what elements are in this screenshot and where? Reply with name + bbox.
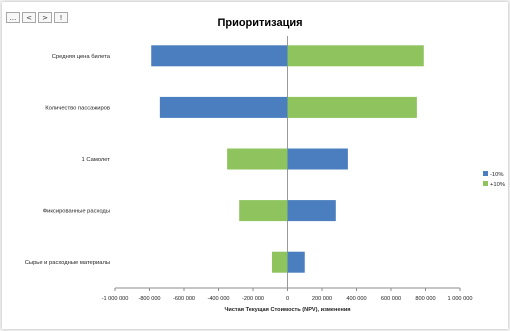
x-tick-label: 1 000 000 bbox=[448, 296, 473, 302]
legend-label-1: +10% bbox=[490, 182, 505, 188]
bar-minus-3 bbox=[287, 200, 336, 222]
x-tick-label: -200 000 bbox=[242, 296, 264, 302]
bar-minus-1 bbox=[159, 96, 288, 118]
chart-toolbar: ... < >! bbox=[6, 12, 68, 23]
bar-minus-2 bbox=[287, 148, 348, 170]
bar-plus-3 bbox=[239, 200, 288, 222]
bar-plus-0 bbox=[287, 45, 424, 67]
chart-title: Приоритизация bbox=[217, 17, 302, 29]
x-tick-label: -1 000 000 bbox=[102, 296, 129, 302]
category-label: Сырье и расходные материалы bbox=[25, 260, 110, 266]
bar-plus-1 bbox=[287, 96, 417, 118]
category-label: Фиксированные расходы bbox=[43, 209, 110, 215]
x-tick-label: 0 bbox=[286, 296, 289, 302]
next-button[interactable]: > bbox=[38, 12, 52, 23]
x-tick-label: 800 000 bbox=[415, 296, 435, 302]
category-label: Количество пассажиров bbox=[45, 105, 110, 111]
prev-button[interactable]: < bbox=[22, 12, 36, 23]
bar-plus-4 bbox=[271, 251, 288, 273]
x-tick-label: -600 000 bbox=[173, 296, 195, 302]
x-tick-label: 600 000 bbox=[381, 296, 401, 302]
x-axis-label: Чистая Текущая Стоимость (NPV), изменени… bbox=[224, 307, 350, 313]
legend-swatch-0 bbox=[483, 171, 488, 176]
x-tick-label: 400 000 bbox=[346, 296, 366, 302]
category-label: 1 Самолет bbox=[82, 157, 111, 163]
x-tick-label: -400 000 bbox=[207, 296, 229, 302]
category-label: Средняя цена билета bbox=[52, 54, 111, 60]
legend-swatch-1 bbox=[483, 181, 488, 186]
more-button[interactable]: ... bbox=[6, 12, 20, 23]
alert-button[interactable]: ! bbox=[54, 12, 68, 23]
x-tick-label: 200 000 bbox=[312, 296, 332, 302]
bar-minus-0 bbox=[151, 45, 288, 67]
bar-minus-4 bbox=[287, 251, 305, 273]
bar-plus-2 bbox=[227, 148, 288, 170]
x-tick-label: -800 000 bbox=[138, 296, 160, 302]
legend-label-0: -10% bbox=[490, 172, 504, 178]
